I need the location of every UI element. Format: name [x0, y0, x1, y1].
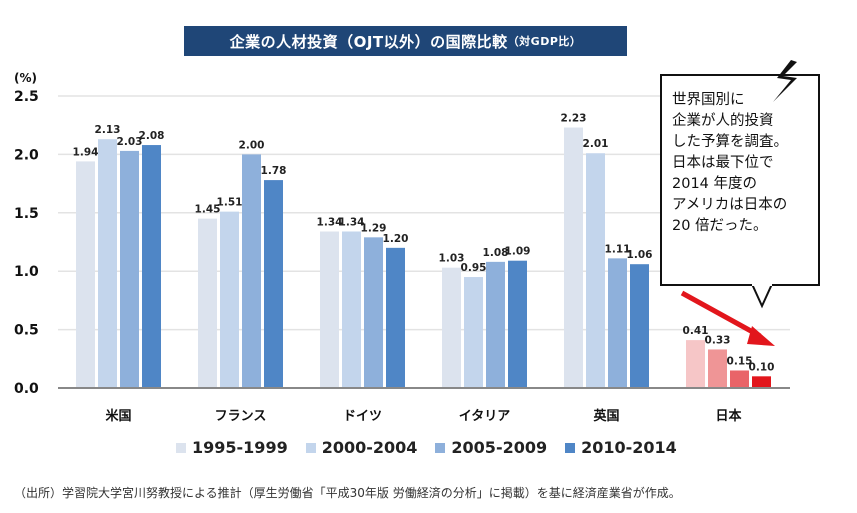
legend-item: 2000-2004	[305, 438, 418, 457]
annotation-callout: 世界国別に 企業が人的投資 した予算を調査。 日本は最下位で 2014 年度の …	[660, 74, 820, 286]
data-label: 1.78	[261, 165, 287, 177]
data-label: 0.15	[727, 355, 753, 367]
bar-2010-2014	[508, 260, 527, 388]
data-label: 1.06	[627, 249, 653, 261]
bar-2000-2004	[342, 231, 361, 388]
bar-2000-2004	[586, 153, 605, 388]
bars	[76, 127, 771, 388]
legend-swatch	[565, 442, 576, 453]
data-label: 1.34	[317, 216, 343, 228]
bar-2000-2004	[220, 211, 239, 388]
source-note: （出所）学習院大学宮川努教授による推計（厚生労働省「平成30年版 労働経済の分析…	[14, 486, 681, 500]
data-label: 0.95	[461, 262, 487, 274]
data-label: 1.11	[605, 243, 631, 255]
y-tick-label: 1.0	[14, 264, 39, 280]
legend-label: 1995-1999	[192, 438, 288, 457]
data-label: 2.13	[95, 124, 121, 136]
bar-2000-2004	[708, 349, 727, 388]
category-label: フランス	[215, 409, 267, 424]
bar-2005-2009	[242, 154, 261, 388]
trend-arrow-icon	[680, 290, 775, 346]
chart-title: 企業の人材投資（OJT以外）の国際比較 （対GDP比）	[184, 26, 627, 56]
legend-swatch	[176, 442, 186, 453]
bar-2010-2014	[264, 180, 283, 388]
bar-1995-1999	[442, 267, 461, 388]
chart-title-suffix: （対GDP比）	[507, 35, 582, 48]
bar-2000-2004	[464, 277, 483, 388]
bar-2005-2009	[486, 261, 505, 388]
category-label: イタリア	[459, 409, 510, 424]
y-tick-label: 2.5	[14, 89, 39, 105]
y-tick-label: 1.5	[14, 206, 39, 222]
data-label: 0.41	[683, 325, 709, 337]
category-label: 日本	[715, 408, 741, 424]
bar-2005-2009	[730, 370, 749, 388]
category-labels: 米国 フランス ドイツ イタリア 英国 日本	[105, 408, 741, 424]
bar-2010-2014	[630, 264, 649, 388]
legend: 1995-1999 2000-2004 2005-2009 2010-2014	[176, 438, 677, 457]
data-label: 1.03	[439, 253, 465, 265]
bar-2005-2009	[120, 150, 139, 388]
legend-label: 2000-2004	[321, 438, 418, 457]
data-label: 1.94	[73, 146, 99, 158]
bar-2000-2004	[98, 139, 117, 388]
annotation-text: 世界国別に 企業が人的投資 した予算を調査。 日本は最下位で 2014 年度の …	[672, 92, 788, 234]
bar-1995-1999	[686, 340, 705, 388]
legend-label: 2010-2014	[581, 438, 677, 457]
legend-item: 1995-1999	[176, 438, 288, 457]
bar-2010-2014	[386, 247, 405, 388]
data-label: 1.29	[361, 222, 387, 234]
legend-label: 2005-2009	[451, 438, 548, 457]
data-label: 1.51	[217, 197, 243, 209]
y-tick-labels: 0.0 0.5 1.0 1.5 2.0 2.5	[14, 89, 39, 397]
data-label: 1.09	[505, 246, 531, 258]
data-labels: 1.94 2.132.032.08 1.451.51 2.00 1.78 1.341.34…	[73, 113, 775, 374]
bar-2005-2009	[608, 258, 627, 388]
legend-item: 2005-2009	[435, 438, 547, 457]
bar-1995-1999	[76, 161, 95, 388]
category-label: ドイツ	[343, 409, 382, 424]
bar-2010-2014	[752, 376, 771, 388]
data-label: 0.33	[705, 334, 731, 346]
bar-2010-2014	[142, 145, 161, 388]
data-label: 2.23	[561, 113, 587, 125]
callout-tail	[750, 283, 774, 309]
bar-1995-1999	[564, 127, 583, 388]
y-axis-unit: (%)	[14, 71, 37, 85]
chart-title-main: 企業の人材投資（OJT以外）の国際比較	[229, 32, 508, 51]
data-label: 0.10	[749, 361, 775, 373]
callout-tail-joint	[752, 282, 772, 286]
bar-1995-1999	[198, 218, 217, 388]
data-label: 2.03	[117, 136, 143, 148]
category-label: 米国	[105, 408, 131, 424]
bar-2005-2009	[364, 237, 383, 388]
legend-swatch	[305, 442, 316, 453]
lightning-icon	[773, 60, 797, 102]
data-label: 2.08	[139, 130, 165, 142]
y-tick-label: 2.0	[14, 147, 39, 163]
data-label: 1.45	[195, 204, 221, 216]
data-label: 1.20	[383, 233, 409, 245]
y-tick-label: 0.5	[14, 323, 39, 339]
data-label: 2.01	[583, 138, 609, 150]
bar-1995-1999	[320, 231, 339, 388]
data-label: 1.34	[339, 216, 365, 228]
legend-item: 2010-2014	[565, 438, 677, 457]
y-tick-label: 0.0	[14, 381, 39, 397]
data-label: 2.00	[239, 139, 265, 151]
data-label: 1.08	[483, 247, 509, 259]
legend-swatch	[435, 442, 446, 453]
category-label: 英国	[592, 408, 619, 424]
